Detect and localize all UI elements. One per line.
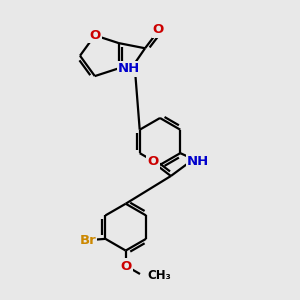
- Text: CH₃: CH₃: [148, 269, 172, 282]
- Text: O: O: [89, 29, 100, 42]
- Text: O: O: [147, 154, 158, 168]
- Text: Br: Br: [79, 234, 96, 247]
- Text: NH: NH: [118, 62, 140, 75]
- Text: O: O: [153, 23, 164, 36]
- Text: O: O: [120, 260, 131, 273]
- Text: NH: NH: [187, 154, 209, 168]
